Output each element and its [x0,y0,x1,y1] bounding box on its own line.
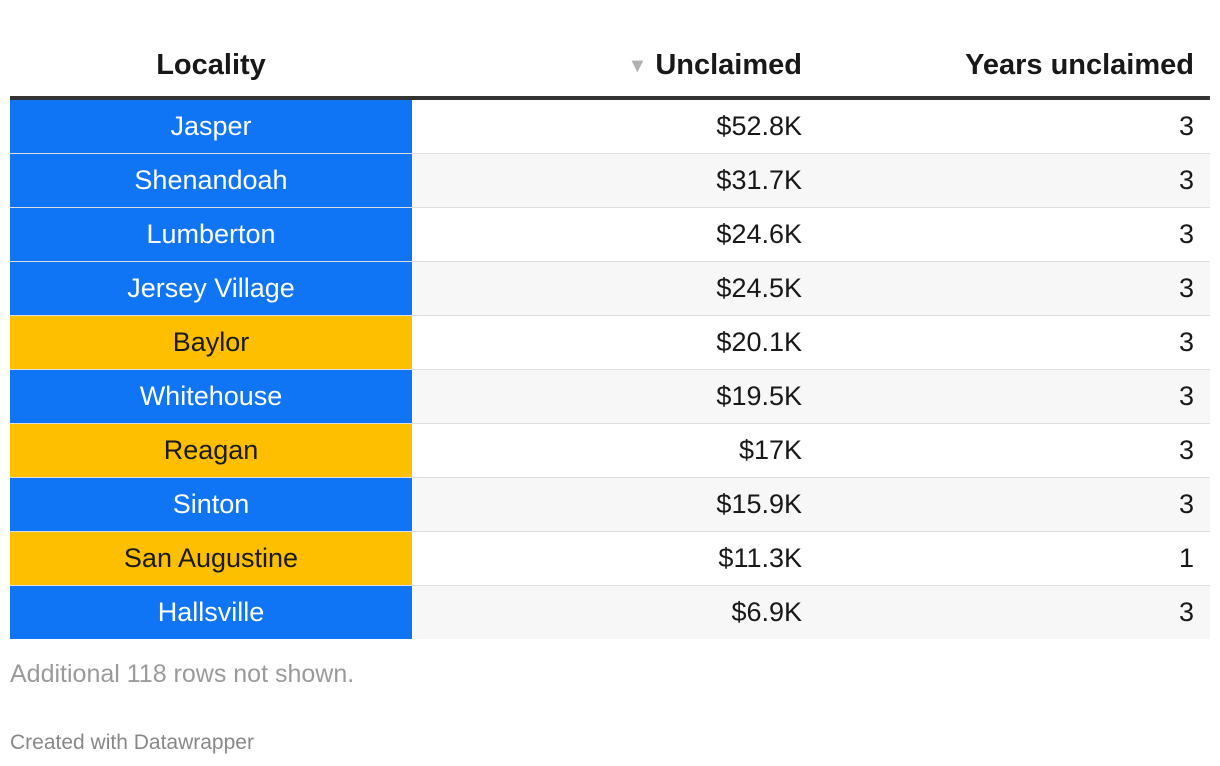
column-header-years[interactable]: Years unclaimed [814,34,1210,100]
table-row: Shenandoah $31.7K 3 [10,153,1210,208]
cell-years-unclaimed: 3 [814,261,1210,316]
sort-descending-icon: ▼ [627,54,648,77]
cell-locality: Hallsville [10,585,412,639]
cell-unclaimed: $11.3K [412,531,814,586]
cell-unclaimed: $24.6K [412,207,814,262]
table-row: Reagan $17K 3 [10,423,1210,478]
cell-locality: Jersey Village [10,261,412,316]
column-header-unclaimed-label: Unclaimed [655,48,802,81]
header-row: Locality ▼ Unclaimed Years unclaimed [10,34,1210,100]
cell-years-unclaimed: 3 [814,423,1210,478]
table-row: Jersey Village $24.5K 3 [10,261,1210,316]
cell-locality: Baylor [10,315,412,370]
cell-unclaimed: $20.1K [412,315,814,370]
column-header-years-label: Years unclaimed [965,48,1194,81]
table-notes: Additional 118 rows not shown. [10,660,355,688]
cell-locality: San Augustine [10,531,412,586]
cell-years-unclaimed: 3 [814,477,1210,532]
cell-years-unclaimed: 3 [814,153,1210,208]
cell-unclaimed: $15.9K [412,477,814,532]
cell-unclaimed: $31.7K [412,153,814,208]
cell-years-unclaimed: 3 [814,207,1210,262]
data-table-container: Locality ▼ Unclaimed Years unclaimed Jasp… [10,34,1210,639]
cell-years-unclaimed: 3 [814,585,1210,639]
cell-unclaimed: $19.5K [412,369,814,424]
table-row: Hallsville $6.9K 3 [10,585,1210,639]
table-row: Whitehouse $19.5K 3 [10,369,1210,424]
cell-unclaimed: $52.8K [412,98,814,154]
data-table: Locality ▼ Unclaimed Years unclaimed Jasp… [10,34,1210,639]
cell-unclaimed: $24.5K [412,261,814,316]
cell-years-unclaimed: 3 [814,369,1210,424]
cell-locality: Whitehouse [10,369,412,424]
cell-locality: Sinton [10,477,412,532]
cell-years-unclaimed: 3 [814,315,1210,370]
cell-locality: Reagan [10,423,412,478]
table-header: Locality ▼ Unclaimed Years unclaimed [10,34,1210,100]
table-row: Sinton $15.9K 3 [10,477,1210,532]
cell-years-unclaimed: 1 [814,531,1210,586]
table-body: Jasper $52.8K 3 Shenandoah $31.7K 3 Lumberton $… [10,98,1210,639]
column-header-locality-label: Locality [156,48,266,81]
table-row: Baylor $20.1K 3 [10,315,1210,370]
datawrapper-credit[interactable]: Created with Datawrapper [10,731,254,754]
cell-unclaimed: $6.9K [412,585,814,639]
table-row: Jasper $52.8K 3 [10,98,1210,154]
column-header-unclaimed[interactable]: ▼ Unclaimed [412,34,814,100]
cell-locality: Lumberton [10,207,412,262]
table-row: San Augustine $11.3K 1 [10,531,1210,586]
cell-years-unclaimed: 3 [814,98,1210,154]
column-header-locality[interactable]: Locality [10,34,412,100]
cell-locality: Jasper [10,98,412,154]
table-row: Lumberton $24.6K 3 [10,207,1210,262]
cell-locality: Shenandoah [10,153,412,208]
cell-unclaimed: $17K [412,423,814,478]
